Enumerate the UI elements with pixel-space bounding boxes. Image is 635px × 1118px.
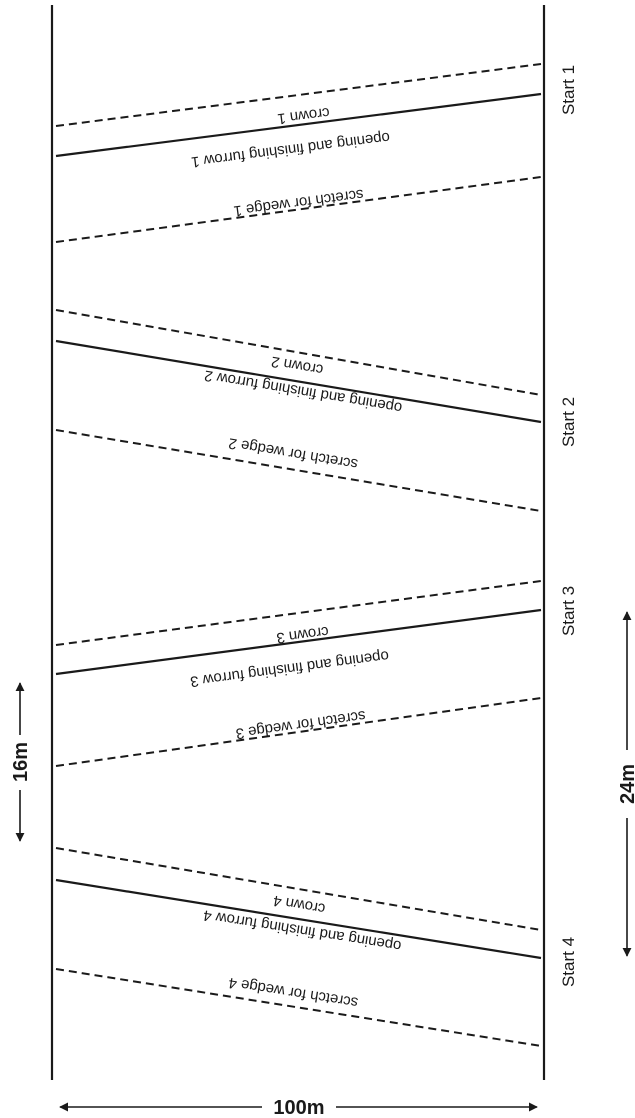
start-label-1: Start 1 <box>559 65 578 115</box>
land-2: crown 2 opening and finishing furrow 2 s… <box>55 309 578 512</box>
furrow-line-3 <box>55 608 542 676</box>
width-dimension: 100m <box>59 1097 538 1118</box>
scratch-line-4 <box>55 968 542 1047</box>
furrow-line-1 <box>55 92 542 158</box>
scratch-label-3: scretch for wedge 3 <box>235 707 367 742</box>
width-label: 100m <box>273 1097 324 1118</box>
crown-line-3 <box>55 580 542 646</box>
crown-label-3: crown 3 <box>275 623 329 647</box>
crown-line-1 <box>55 63 542 127</box>
land-dimension: 24m <box>617 611 635 957</box>
furrow-line-2 <box>55 339 542 424</box>
crown-label-1: crown 1 <box>276 104 330 127</box>
furrow-line-4 <box>55 878 542 960</box>
crown-line-2 <box>55 309 542 396</box>
start-label-4: Start 4 <box>559 937 578 987</box>
gap-label: 16m <box>10 742 32 782</box>
land-1: crown 1 opening and finishing furrow 1 s… <box>55 63 578 243</box>
start-label-2: Start 2 <box>559 397 578 447</box>
crown-line-4 <box>55 847 542 931</box>
scratch-label-1: scretch for wedge 1 <box>233 185 365 219</box>
land-3: crown 3 opening and finishing furrow 3 s… <box>55 580 578 767</box>
scratch-line-2 <box>55 429 542 512</box>
start-label-3: Start 3 <box>559 586 578 636</box>
crown-label-4: crown 4 <box>272 892 327 917</box>
land-label: 24m <box>617 764 635 804</box>
scratch-label-2: scretch for wedge 2 <box>227 434 359 472</box>
scratch-line-1 <box>55 176 542 243</box>
scratch-label-4: scretch for wedge 4 <box>227 974 359 1011</box>
scratch-line-3 <box>55 697 542 767</box>
land-4: crown 4 opening and finishing furrow 4 s… <box>55 847 578 1047</box>
gap-dimension: 16m <box>10 682 32 842</box>
